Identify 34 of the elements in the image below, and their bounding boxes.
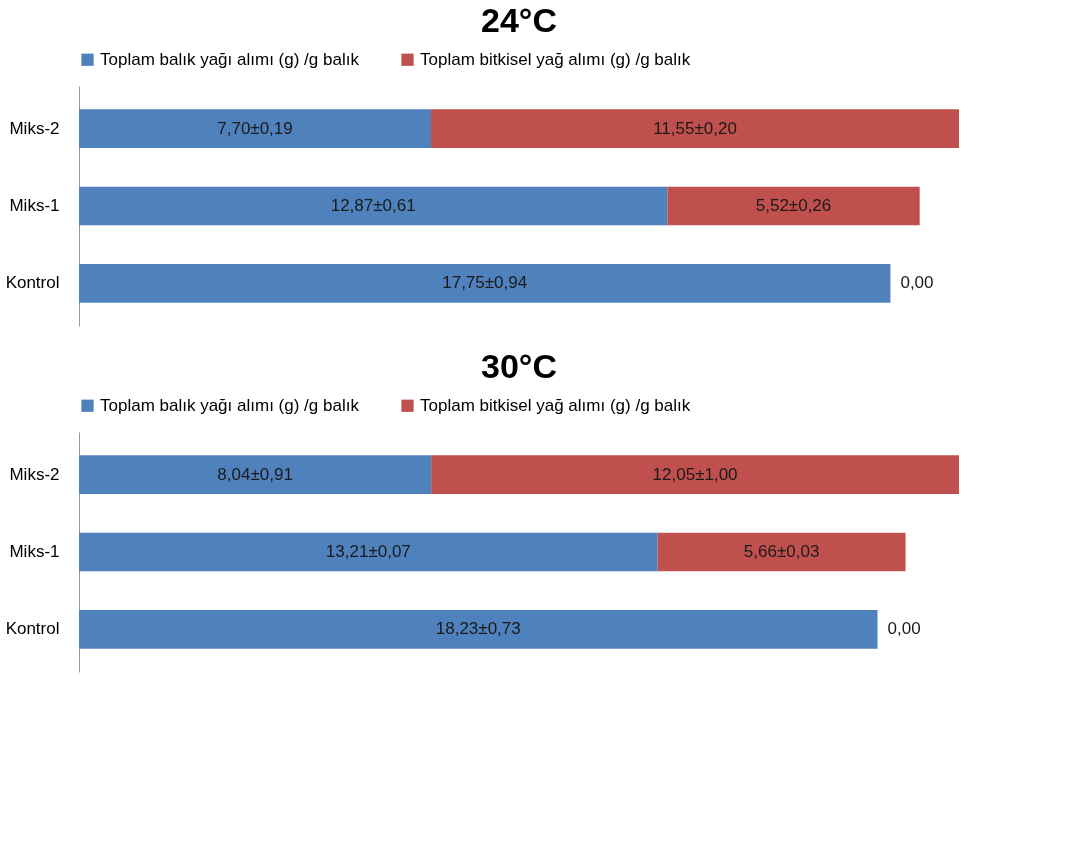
chart-title: 30°C [481, 347, 557, 385]
y-tick-label: Kontrol [5, 619, 60, 639]
chart-title: 24°C [481, 1, 557, 39]
bar [79, 532, 658, 572]
data-label: 0,00 [900, 273, 934, 293]
bar [79, 109, 431, 148]
data-label: 12,87±0,61 [330, 196, 416, 215]
data-label: 13,21±0,07 [325, 542, 411, 561]
data-label: 12,05±1,00 [652, 464, 738, 484]
y-tick-label: Kontrol [5, 273, 60, 293]
legend-label: Toplam balık yağı alımı (g) /g balık [100, 395, 360, 415]
data-label: 18,23±0,73 [435, 619, 521, 639]
y-tick-label: Miks-1 [9, 196, 60, 215]
data-label: 5,52±0,26 [755, 196, 832, 215]
y-tick-label: Miks-1 [9, 542, 60, 561]
bar [431, 109, 959, 148]
legend-label: Toplam bitkisel yağ alımı (g) /g balık [420, 395, 691, 415]
data-label: 0,00 [887, 619, 921, 639]
bar [79, 264, 891, 303]
bar [79, 186, 668, 226]
bar [431, 455, 959, 494]
bar [657, 532, 906, 572]
data-label: 8,04±0,91 [217, 464, 293, 484]
data-label: 5,66±0,03 [743, 542, 820, 561]
data-label: 11,55±0,20 [653, 118, 737, 138]
bar [667, 186, 920, 226]
data-label: 17,75±0,94 [442, 273, 528, 293]
bar [79, 610, 878, 649]
legend-label: Toplam bitkisel yağ alımı (g) /g balık [420, 49, 691, 69]
y-tick-label: Miks-2 [9, 464, 60, 484]
legend-label: Toplam balık yağı alımı (g) /g balık [100, 49, 360, 69]
bar [79, 455, 432, 494]
data-label: 7,70±0,19 [217, 118, 293, 138]
y-tick-label: Miks-2 [9, 118, 60, 138]
